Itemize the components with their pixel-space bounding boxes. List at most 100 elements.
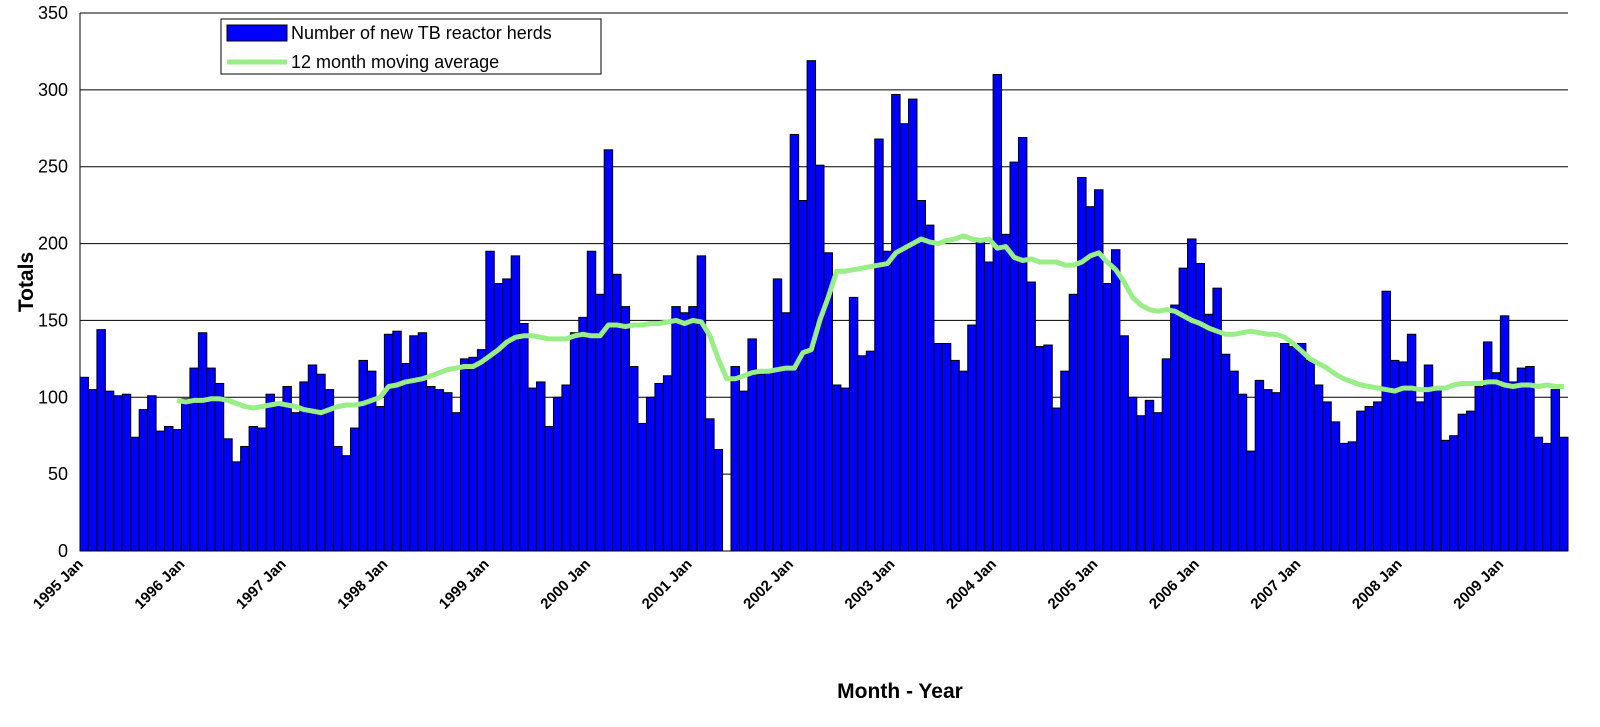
bar [857,355,867,552]
bar [764,370,774,552]
bar [536,381,546,552]
bar [578,316,588,552]
bar [290,412,301,552]
y-tick-label: 50 [48,464,68,484]
bar [772,278,783,552]
bar [164,425,174,552]
bar [1237,393,1248,552]
bar [1051,407,1062,552]
bar [358,359,368,552]
bar [798,200,808,552]
bar [1034,346,1045,552]
bar [138,409,149,552]
bar [1423,364,1434,552]
bar [806,60,817,552]
bar [527,387,538,552]
bar [645,396,656,552]
bar [831,384,842,552]
bar [933,342,943,552]
bar [1474,386,1484,552]
bar [992,73,1003,552]
y-tick-label: 300 [38,80,68,100]
bar [1457,413,1468,552]
bar [1356,410,1366,552]
bar [417,332,428,552]
bar [1001,233,1011,552]
bar [240,445,250,552]
y-tick-label: 100 [38,387,68,407]
bar [350,427,360,552]
bar [620,306,631,552]
legend-label: 12 month moving average [291,52,499,72]
x-tick-label: 2009 Jan [1450,556,1507,613]
bar [409,335,419,552]
bar [1322,401,1332,552]
bar [1153,412,1163,552]
bar [493,283,504,552]
bar [840,387,850,552]
bar [1094,189,1104,552]
bar [459,358,470,552]
bar [1482,341,1493,552]
bar [1127,396,1138,552]
bar [891,93,901,552]
bar [206,367,216,552]
bar [544,425,554,552]
bar [257,427,267,552]
bar [789,133,800,552]
x-tick-label: 1995 Jan [30,556,87,613]
bar [696,255,707,552]
bar [1136,415,1146,552]
bar [375,406,385,552]
bar [273,404,284,552]
bar [214,382,225,552]
bar [282,386,292,552]
bar [1339,442,1349,552]
y-tick-label: 150 [38,310,68,330]
bar [586,250,597,552]
legend-swatch [226,24,288,42]
bar [1178,267,1189,552]
x-tick-label: 1999 Jan [436,556,493,613]
bar [874,138,884,552]
bar [426,386,436,552]
bar [519,323,529,552]
bar [662,375,673,552]
bar [713,449,724,552]
bar [147,395,157,552]
bar [755,373,766,552]
bar [561,384,571,552]
bar [231,461,242,552]
bar [1026,281,1036,552]
bar [341,455,352,552]
bar [1364,406,1375,552]
bar [654,382,664,552]
bar [916,200,926,552]
bar [383,333,394,552]
bar [865,350,876,552]
bar [1280,342,1290,552]
x-tick-label: 2002 Jan [740,556,797,613]
legend-label: Number of new TB reactor herds [291,23,552,43]
bar [688,306,698,552]
x-tick-label: 2004 Jan [943,556,1000,613]
x-tick-label: 2003 Jan [842,556,899,613]
x-tick-label: 2006 Jan [1146,556,1203,613]
bar [1466,410,1476,552]
bar [265,393,275,552]
bar [1499,315,1510,552]
bar [637,422,647,552]
bar [1068,293,1079,552]
x-tick-label: 2001 Jan [639,556,696,613]
bar [1220,353,1231,552]
bar [1550,389,1561,552]
bar [392,330,402,552]
bar [155,430,166,552]
bar [967,324,977,552]
bar [1229,370,1239,552]
x-axis-label: Month - Year [837,680,963,703]
bar [1246,450,1256,552]
bar [1043,344,1053,552]
moving-average-line [176,233,1564,416]
bar [324,389,335,552]
